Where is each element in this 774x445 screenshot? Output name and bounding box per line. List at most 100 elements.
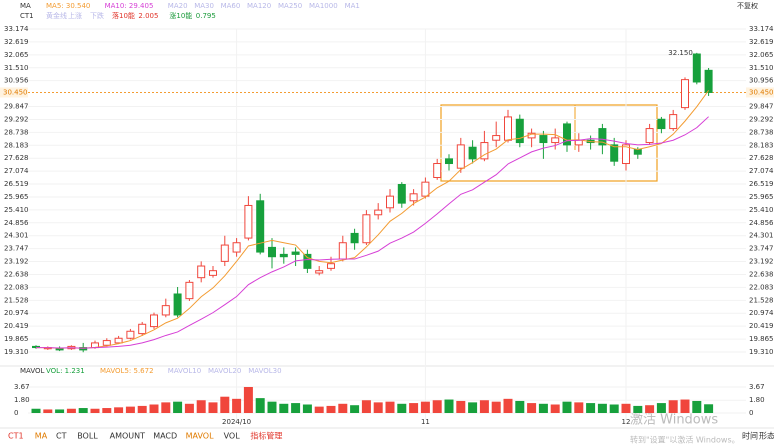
candle-body <box>409 193 418 202</box>
candle-body <box>445 158 453 165</box>
indicator-value: MA20 <box>168 2 188 10</box>
y-tick-label: 23.747 <box>4 245 29 253</box>
indicator-value: MAVOL20 <box>208 367 241 375</box>
candle-body <box>468 146 477 160</box>
indicator-tab[interactable]: MAVOL <box>186 432 214 441</box>
y-tick-label: 28.738 <box>4 128 29 136</box>
volume-bar <box>279 403 289 413</box>
volume-bar <box>562 401 572 413</box>
volume-bar <box>267 401 277 413</box>
y-tick-label: 30.956 <box>749 77 774 85</box>
candle-body <box>551 137 560 144</box>
candle-body <box>515 118 524 144</box>
candle-body <box>102 340 111 346</box>
volume-bar <box>184 403 194 413</box>
indicator-value: 黄金线 <box>46 11 67 20</box>
x-tick-label: 12 <box>622 418 631 426</box>
volume-bar <box>232 398 242 413</box>
y-tick-label: 24.856 <box>749 219 774 227</box>
candle-body <box>209 270 217 276</box>
candle-body <box>327 263 335 269</box>
indicator-tab[interactable]: VOL <box>224 432 241 441</box>
indicator-tab[interactable]: AMOUNT <box>110 432 146 441</box>
volume-bar <box>444 399 454 413</box>
volume-bar <box>350 405 360 413</box>
candle-body <box>692 53 701 83</box>
y-tick-label: 32.619 <box>749 38 774 46</box>
volume-bar <box>692 400 702 413</box>
y-tick-label: 19.865 <box>4 335 29 343</box>
volume-bar <box>373 402 383 413</box>
indicator-value: MA10: 29.405 <box>105 2 154 10</box>
volume-bar <box>586 403 596 413</box>
candle-body <box>645 128 654 144</box>
indicator-value: MA1 <box>345 2 360 10</box>
y-tick-label: 29.847 <box>4 103 29 111</box>
y-tick-label: 19.310 <box>4 348 29 356</box>
candle-body <box>279 253 288 258</box>
y-tick-label: 24.856 <box>4 219 29 227</box>
candle-body <box>256 200 265 253</box>
indicator-name: MAVOL <box>20 367 45 375</box>
volume-bar <box>326 405 336 413</box>
indicator-tab[interactable]: MA <box>35 432 48 441</box>
adjust-mode[interactable]: 不复权 <box>737 1 758 10</box>
volume-bar <box>456 400 466 413</box>
indicator-value: MA250 <box>278 2 302 10</box>
candle-body <box>480 142 489 160</box>
volume-bar <box>503 398 513 413</box>
volume-bar <box>291 403 301 413</box>
volume-bar <box>78 408 88 413</box>
y-tick-label: 27.074 <box>4 167 29 175</box>
y-tick-label: 26.519 <box>749 180 774 188</box>
volume-bar <box>361 400 371 413</box>
y-tick-label: 20.974 <box>749 309 774 317</box>
volume-bar <box>432 400 442 413</box>
candle-body <box>374 209 383 216</box>
indicator-value: MA120 <box>247 2 271 10</box>
candle-body <box>350 232 359 244</box>
indicator-value: MA30 <box>194 2 214 10</box>
indicator-tab[interactable]: BOLL <box>77 432 98 441</box>
candle-body <box>268 246 276 258</box>
candle-body <box>681 79 689 109</box>
volume-bar <box>314 406 324 413</box>
candle-body <box>126 330 135 339</box>
indicator-value: 涨10能 <box>169 11 192 20</box>
candle-body <box>397 183 406 204</box>
view-tab[interactable]: 时间 <box>742 431 758 441</box>
ma-line <box>36 116 709 349</box>
y-tick-label: 24.301 <box>749 232 774 240</box>
y-tick-label: 28.183 <box>749 141 774 149</box>
candle-body <box>622 144 630 165</box>
volume-bar <box>409 403 419 413</box>
y-tick-label: 0 <box>749 409 753 417</box>
indicator-name: MA <box>20 2 31 10</box>
volume-bar <box>550 404 560 413</box>
y-tick-label: 20.419 <box>4 322 29 330</box>
volume-bar <box>208 402 218 413</box>
high-label: 32.150 <box>668 49 693 57</box>
indicator-tab[interactable]: CT <box>56 432 67 441</box>
indicator-tab[interactable]: 指标管理 <box>250 431 282 441</box>
view-tab[interactable]: 形态 <box>759 431 774 441</box>
candle-body <box>362 214 371 244</box>
indicator-tab[interactable]: CT1 <box>8 432 24 441</box>
indicator-name: CT1 <box>20 12 34 20</box>
candle-body <box>539 135 548 144</box>
y-tick-label: 27.628 <box>749 154 774 162</box>
y-tick-label: 24.301 <box>4 232 29 240</box>
candle-body <box>197 265 206 279</box>
y-tick-label: 29.292 <box>749 115 774 123</box>
volume-bar <box>43 409 53 413</box>
volume-bar <box>173 401 183 413</box>
indicator-tab[interactable]: MACD <box>153 432 177 441</box>
candle-body <box>386 195 394 209</box>
y-tick-label: 1.80 <box>14 396 30 404</box>
indicator-value: MA60 <box>221 2 241 10</box>
ma-line <box>36 90 710 349</box>
y-tick-label: 29.847 <box>749 103 774 111</box>
candle-body <box>315 270 324 274</box>
indicator-value: MAVOL30 <box>248 367 281 375</box>
volume-bar <box>527 403 537 413</box>
